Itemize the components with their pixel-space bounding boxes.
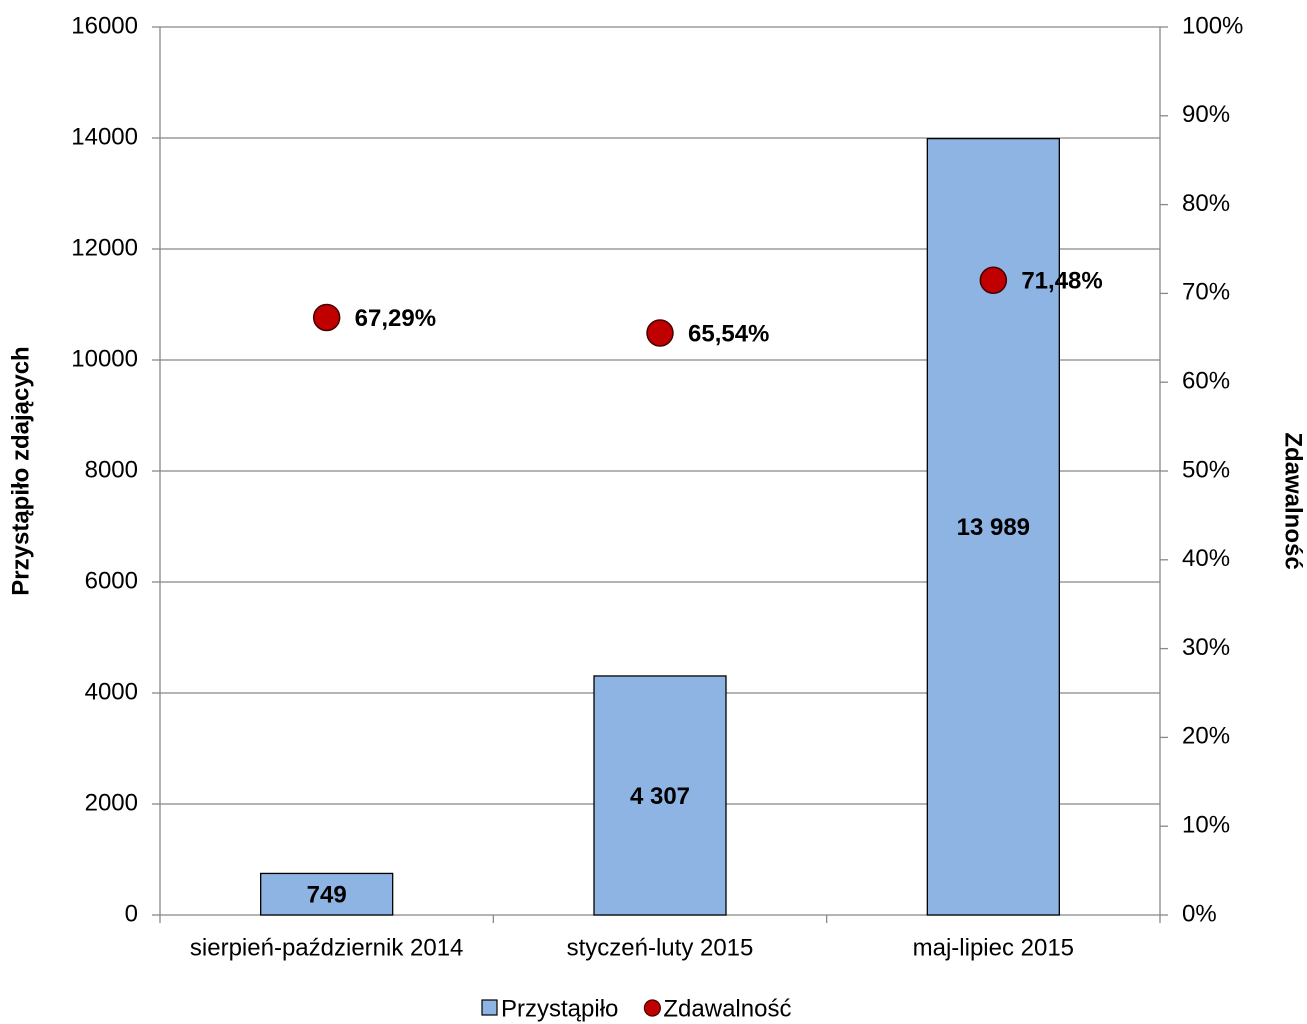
legend-label: Zdawalność — [663, 995, 791, 1022]
y-tick-label: 0 — [125, 900, 138, 927]
y2-tick-label: 40% — [1182, 545, 1230, 572]
y2-tick-label: 60% — [1182, 368, 1230, 395]
y2-tick-label: 30% — [1182, 634, 1230, 661]
x-tick-label: sierpień-październik 2014 — [190, 934, 464, 961]
bar-value-label: 4 307 — [630, 783, 690, 810]
y2-tick-label: 0% — [1182, 900, 1217, 927]
point-value-label: 67,29% — [355, 305, 436, 332]
bar-value-label: 749 — [307, 882, 347, 909]
legend-swatch — [643, 999, 661, 1017]
y2-tick-label: 80% — [1182, 190, 1230, 217]
point-value-label: 71,48% — [1021, 268, 1102, 295]
y-tick-label: 12000 — [71, 234, 138, 261]
legend-label: Przystąpiło — [501, 995, 618, 1022]
y-tick-label: 4000 — [85, 678, 138, 705]
y-tick-label: 14000 — [71, 123, 138, 150]
y2-tick-label: 90% — [1182, 101, 1230, 128]
bar — [593, 675, 727, 916]
y-tick-label: 8000 — [85, 456, 138, 483]
y-tick-label: 2000 — [85, 789, 138, 816]
y2-tick-label: 100% — [1182, 12, 1243, 39]
y2-tick-label: 10% — [1182, 812, 1230, 839]
point — [312, 303, 341, 332]
bar — [260, 872, 394, 916]
y-tick-label: 10000 — [71, 345, 138, 372]
y-tick-label: 16000 — [71, 12, 138, 39]
point-value-label: 65,54% — [688, 320, 769, 347]
y2-tick-label: 70% — [1182, 279, 1230, 306]
y2-axis-title: Zdawalność — [1280, 432, 1307, 569]
y2-tick-label: 50% — [1182, 456, 1230, 483]
x-tick-label: styczeń-luty 2015 — [567, 934, 754, 961]
y-tick-label: 6000 — [85, 567, 138, 594]
x-tick-label: maj-lipiec 2015 — [913, 934, 1074, 961]
point — [979, 266, 1008, 295]
bar-value-label: 13 989 — [957, 514, 1030, 541]
y-axis-title: Przystąpiło zdających — [7, 346, 34, 595]
legend-swatch — [481, 999, 498, 1016]
point — [646, 319, 674, 347]
y2-tick-label: 20% — [1182, 723, 1230, 750]
